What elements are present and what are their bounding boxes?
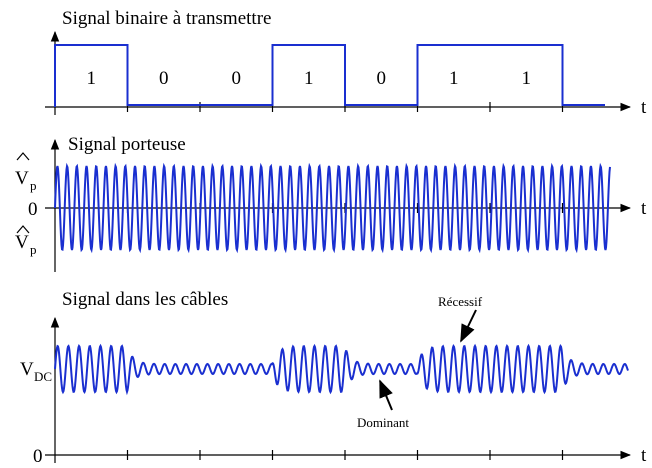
hat <box>16 152 30 161</box>
zero-label: 0 <box>33 446 43 467</box>
binary-signal <box>54 44 605 107</box>
amplitude-subscript: p <box>30 242 37 257</box>
dominant-label: Dominant <box>357 415 409 430</box>
amplitude-symbol: V <box>15 232 29 253</box>
dc-symbol: V <box>20 359 34 380</box>
amplitude-symbol: V <box>15 168 29 189</box>
hat <box>16 225 30 234</box>
cable-signal <box>54 343 629 396</box>
bit-label: 0 <box>377 68 387 89</box>
bit-label: 0 <box>232 68 242 89</box>
bit-label: 1 <box>522 68 532 89</box>
recessive-label: Récessif <box>438 294 483 309</box>
arrow <box>460 309 477 343</box>
dc-subscript: DC <box>34 369 52 384</box>
binary-title: Signal binaire à transmettre <box>62 8 271 29</box>
bit-label: 1 <box>304 68 314 89</box>
zero-label: 0 <box>28 199 38 220</box>
bit-label: 0 <box>159 68 169 89</box>
carrier-signal <box>54 162 611 254</box>
arrow <box>379 379 393 411</box>
cable-title: Signal dans les câbles <box>62 289 228 310</box>
axis-label: t <box>641 97 647 118</box>
bit-label: 1 <box>87 68 97 89</box>
bit-label: 1 <box>449 68 459 89</box>
axis-label: t <box>641 445 647 466</box>
axis-label: t <box>641 198 647 219</box>
cable-panel <box>54 343 629 460</box>
carrier-title: Signal porteuse <box>68 134 186 155</box>
amplitude-subscript: p <box>30 178 37 193</box>
carrier-panel <box>54 162 611 254</box>
binary-panel: 1 0 0 1 0 1 1 <box>54 44 605 112</box>
